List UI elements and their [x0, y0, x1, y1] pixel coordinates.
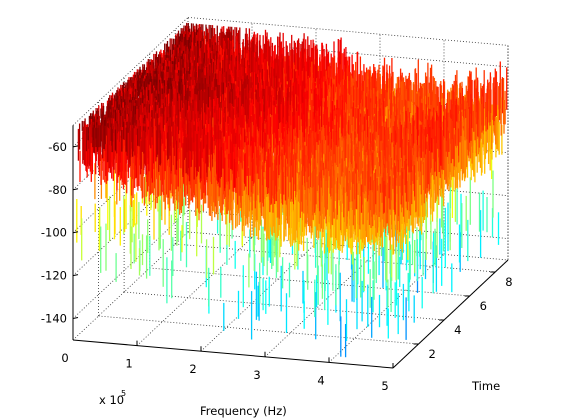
- floor-gridline-y: [124, 291, 445, 321]
- wall-gridline-z: [187, 167, 509, 197]
- floor-gridline-y: [149, 267, 470, 297]
- floor-gridline-x: [136, 237, 253, 346]
- floor-gridline-y: [98, 315, 419, 345]
- wall-gridline-z: [187, 38, 509, 68]
- spectrogram-surface: [76, 22, 508, 358]
- floor-gridline-y: [187, 231, 509, 261]
- wall-gridline-z: [187, 210, 509, 239]
- floor-gridline-x: [72, 231, 189, 341]
- floor-gridline-x: [264, 248, 381, 358]
- floor-grid: [72, 231, 509, 369]
